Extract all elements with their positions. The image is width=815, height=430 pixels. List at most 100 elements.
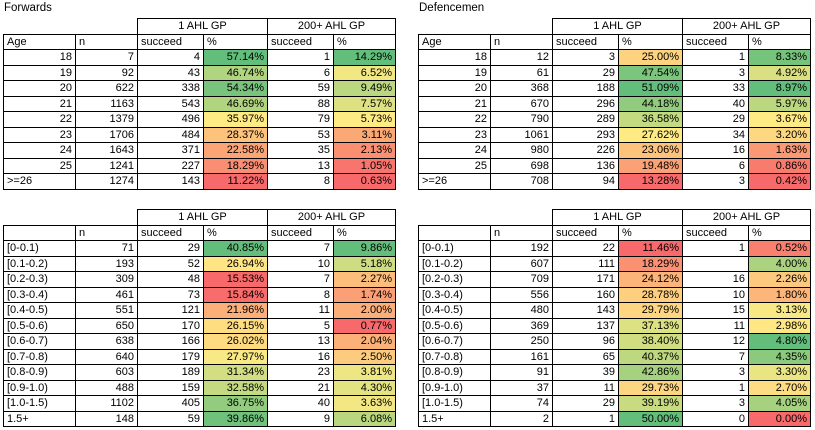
cell-row-label: 1.5+ (418, 410, 491, 427)
cell-row-label: [0.3-0.4) (3, 286, 76, 303)
cell-pct-200: 2.04% (333, 333, 396, 350)
table-row: >=26 1274 143 11.22% 8 0.63% (3, 173, 396, 190)
table-row: [0.9-1.0) 37 11 29.73% 1 2.70% (418, 379, 811, 396)
cell-pct-200: 6.08% (333, 410, 396, 427)
col-header-succeed-200: succeed (682, 33, 749, 50)
cell-succeed-1: 159 (137, 379, 204, 396)
cell-succeed-200: 33 (682, 80, 749, 97)
cell-pct-1: 15.53% (203, 271, 268, 288)
group-header-200ahlgp: 200+ AHL GP (267, 18, 396, 35)
cell-n: 37 (490, 379, 553, 396)
cell-n: 2 (490, 410, 553, 427)
cell-succeed-200: 13 (267, 157, 334, 174)
cell-succeed-200: 59 (267, 80, 334, 97)
cell-succeed-200: 16 (682, 142, 749, 159)
cell-n: 74 (490, 395, 553, 412)
cell-succeed-1: 160 (552, 286, 619, 303)
cell-succeed-200: 88 (267, 95, 334, 112)
cell-succeed-200: 23 (267, 364, 334, 381)
cell-pct-200: 0.63% (333, 173, 396, 190)
cell-succeed-1: 189 (137, 364, 204, 381)
cell-n: 1379 (75, 111, 138, 128)
cell-succeed-200: 5 (267, 317, 334, 334)
table-row: [0.3-0.4) 556 160 28.78% 10 1.80% (418, 286, 811, 303)
cell-succeed-200: 40 (267, 395, 334, 412)
cell-pct-1: 46.74% (203, 64, 268, 81)
cell-succeed-1: 43 (137, 64, 204, 81)
cell-row-label: 24 (3, 142, 76, 159)
cell-n: 1163 (75, 95, 138, 112)
cell-succeed-200: 1 (682, 379, 749, 396)
cell-pct-200: 1.05% (333, 157, 396, 174)
cell-n: 1241 (75, 157, 138, 174)
cell-pct-1: 28.78% (618, 286, 683, 303)
table-row: [0.1-0.2) 193 52 26.94% 10 5.18% (3, 255, 396, 272)
cell-n: 790 (490, 111, 553, 128)
cell-row-label: 25 (3, 157, 76, 174)
column-header-row: n succeed% succeed% (418, 224, 811, 241)
cell-succeed-200: 12 (682, 333, 749, 350)
cell-succeed-1: 29 (137, 240, 204, 257)
cell-n: 698 (490, 157, 553, 174)
table-row: >=26 708 94 13.28% 3 0.42% (418, 173, 811, 190)
cell-n: 488 (75, 379, 138, 396)
table-row: [0.9-1.0) 488 159 32.58% 21 4.30% (3, 379, 396, 396)
cell-pct-1: 50.00% (618, 410, 683, 427)
defencemen-age-section: Defencemen 1 AHL GP 200+ AHL GP Age n succee… (418, 1, 811, 190)
cell-pct-1: 31.34% (203, 364, 268, 381)
cell-succeed-200: 1 (682, 49, 749, 66)
cell-n: 148 (75, 410, 138, 427)
table-row: 1.5+ 2 1 50.00% 0 0.00% (418, 410, 811, 427)
defencemen-buckets-table: 1 AHL GP 200+ AHL GP n succeed% succeed% [0-0… (418, 209, 811, 427)
col-header-n: n (490, 33, 553, 50)
cell-succeed-1: 48 (137, 271, 204, 288)
col-header-pct-1: % (203, 224, 268, 241)
cell-row-label: 18 (3, 49, 76, 66)
table-row: 24 1643 371 22.58% 35 2.13% (3, 142, 396, 159)
cell-pct-1: 57.14% (203, 49, 268, 66)
cell-succeed-200: 29 (682, 111, 749, 128)
cell-n: 161 (490, 348, 553, 365)
cell-pct-200: 0.52% (748, 240, 811, 257)
cell-succeed-1: 143 (137, 173, 204, 190)
column-header-row: n succeed% succeed% (3, 224, 396, 241)
table-row: [0.2-0.3) 309 48 15.53% 7 2.27% (3, 271, 396, 288)
col-header-pct-1: % (618, 33, 683, 50)
cell-pct-1: 39.86% (203, 410, 268, 427)
cell-pct-1: 40.37% (618, 348, 683, 365)
forwards-buckets-section: 1 AHL GP 200+ AHL GP n succeed% succeed% [0-0… (3, 209, 396, 427)
cell-pct-200: 5.18% (333, 255, 396, 272)
col-header-pct-200: % (748, 224, 811, 241)
cell-succeed-200: 7 (267, 271, 334, 288)
col-header-pct-1: % (203, 33, 268, 50)
table-row: [0.2-0.3) 709 171 24.12% 16 2.26% (418, 271, 811, 288)
cell-pct-200: 2.26% (748, 271, 811, 288)
cell-n: 1274 (75, 173, 138, 190)
cell-pct-200: 14.29% (333, 49, 396, 66)
cell-row-label: [0.9-1.0) (418, 379, 491, 396)
cell-pct-200: 0.00% (748, 410, 811, 427)
cell-row-label: [0.2-0.3) (3, 271, 76, 288)
table-row: 19 61 29 47.54% 3 4.92% (418, 64, 811, 81)
group-header-200ahlgp: 200+ AHL GP (267, 209, 396, 226)
cell-pct-200: 7.57% (333, 95, 396, 112)
cell-succeed-1: 405 (137, 395, 204, 412)
cell-succeed-200: 13 (267, 333, 334, 350)
cell-pct-1: 19.48% (618, 157, 683, 174)
cell-succeed-200: 10 (267, 255, 334, 272)
cell-n: 192 (490, 240, 553, 257)
cell-pct-1: 21.96% (203, 302, 268, 319)
cell-row-label: [0.3-0.4) (418, 286, 491, 303)
cell-succeed-1: 39 (552, 364, 619, 381)
cell-succeed-200: 7 (267, 240, 334, 257)
table-row: 22 1379 496 35.97% 79 5.73% (3, 111, 396, 128)
group-header-200ahlgp: 200+ AHL GP (682, 18, 811, 35)
cell-succeed-200: 9 (267, 410, 334, 427)
cell-n: 607 (490, 255, 553, 272)
cell-row-label: 19 (418, 64, 491, 81)
cell-succeed-1: 111 (552, 255, 619, 272)
table-row: 20 622 338 54.34% 59 9.49% (3, 80, 396, 97)
cell-row-label: [0.7-0.8) (3, 348, 76, 365)
table-row: [0.7-0.8) 640 179 27.97% 16 2.50% (3, 348, 396, 365)
cell-pct-200: 0.42% (748, 173, 811, 190)
